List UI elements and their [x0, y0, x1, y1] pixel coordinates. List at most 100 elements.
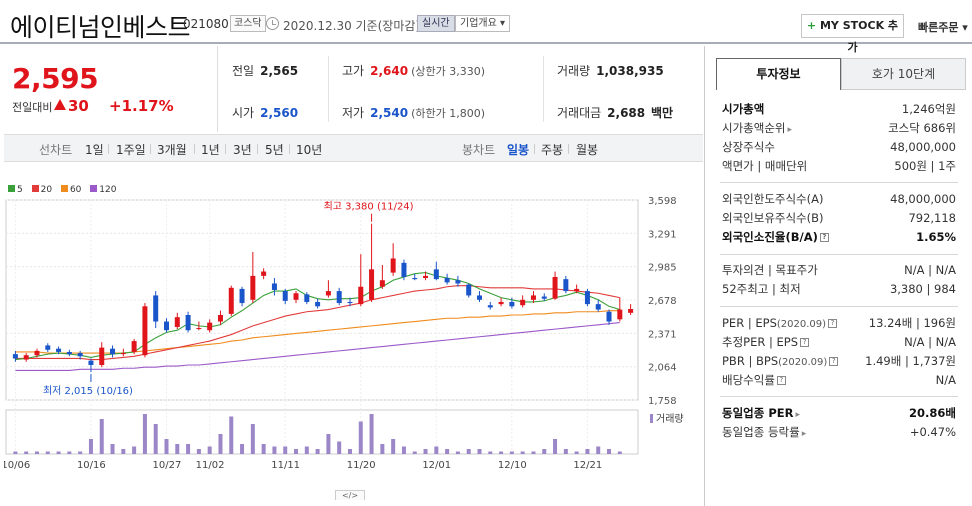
moving-average-ma5	[15, 272, 620, 361]
tab-orderbook[interactable]: 호가 10단계	[841, 58, 966, 90]
candle-body	[390, 258, 396, 273]
volume-bar	[509, 451, 514, 454]
candle-body	[239, 288, 245, 304]
candle-body	[325, 291, 331, 296]
volume-bar	[132, 446, 137, 454]
period-3m[interactable]: 3개월	[157, 143, 187, 157]
y-tick-label: 2,678	[648, 296, 677, 307]
volume-bar	[153, 424, 158, 454]
corp-overview-dropdown[interactable]: 기업개요 ▾	[455, 15, 510, 32]
candle-body	[34, 350, 40, 356]
period-10y[interactable]: 10년	[296, 143, 323, 157]
candle-chart-label[interactable]: 봉차트	[462, 143, 496, 157]
candle-body	[207, 322, 213, 331]
volume-bar	[347, 449, 352, 454]
row-pbr: PBR | BPS(2020.09)? 1.49배 | 1,737원	[722, 354, 956, 368]
line-chart-label[interactable]: 선차트	[39, 143, 73, 157]
price-change-rate: +1.17%	[109, 97, 174, 115]
candlestick-chart[interactable]: 3,598 3,291 2,985 2,678 2,371 2,064 1,758 10/06…	[4, 192, 704, 488]
help-icon[interactable]: ?	[819, 233, 829, 242]
chart-period-bar: 선차트 1일 1주일 3개월 1년 3년 5년 10년 봉차트 일봉 주봉 월봉	[4, 134, 703, 162]
candle-body	[261, 271, 267, 276]
volume-bar	[391, 439, 396, 454]
volume-bar	[499, 451, 504, 454]
period-3y[interactable]: 3년	[233, 143, 252, 157]
candle-monthly[interactable]: 월봉	[576, 143, 599, 157]
candle-body	[509, 301, 515, 307]
candle-body	[12, 354, 18, 359]
volume-bar	[294, 449, 299, 454]
help-icon[interactable]: ?	[829, 357, 839, 366]
candle-body	[369, 269, 375, 300]
help-icon[interactable]: ?	[828, 319, 838, 328]
period-1d[interactable]: 1일	[85, 143, 104, 157]
candle-body	[617, 309, 623, 320]
divider	[720, 396, 958, 397]
volume-bar	[229, 416, 234, 454]
period-1w[interactable]: 1주일	[116, 143, 146, 157]
volume-bar	[607, 449, 612, 454]
volume-bar	[45, 451, 50, 454]
candle-body	[412, 278, 418, 280]
volume-bar	[596, 446, 601, 454]
add-mystock-button[interactable]: + MY STOCK 추가	[801, 14, 904, 54]
volume-bar	[488, 451, 493, 454]
info-tabs: 투자정보 호가 10단계	[716, 58, 966, 90]
volume-bar	[358, 421, 363, 454]
chart-scroll-handle[interactable]: </>	[335, 490, 365, 500]
volume-bar	[110, 444, 115, 454]
stat-prev-close: 전일 2,565	[232, 64, 299, 78]
moving-average-ma60	[15, 310, 620, 354]
volume-bar	[24, 451, 29, 454]
volume-bar	[574, 451, 579, 454]
candle-weekly[interactable]: 주봉	[541, 143, 564, 157]
y-tick-label: 3,291	[648, 229, 677, 240]
x-tick-label: 10/06	[4, 460, 30, 471]
row-industry-per: 동일업종 PER ▸ 20.86배	[722, 406, 956, 420]
period-1y[interactable]: 1년	[201, 143, 220, 157]
candle-body	[250, 275, 256, 300]
divider	[720, 254, 958, 255]
candle-body	[574, 288, 580, 292]
tab-investment-info[interactable]: 투자정보	[716, 58, 841, 90]
volume-bar	[434, 446, 439, 454]
realtime-button[interactable]: 실시간	[417, 15, 455, 32]
help-icon[interactable]: ?	[776, 376, 786, 385]
current-price: 2,595	[12, 62, 99, 95]
candle-body	[466, 284, 472, 296]
x-tick-label: 11/11	[271, 460, 300, 471]
candle-body	[595, 304, 601, 310]
volume-bar	[186, 444, 191, 454]
volume-bar	[445, 449, 450, 454]
volume-bar	[207, 446, 212, 454]
x-tick-label: 12/21	[573, 460, 602, 471]
volume-bar	[466, 449, 471, 454]
volume-bar	[585, 449, 590, 454]
stat-volume: 거래량 1,038,935	[557, 64, 664, 78]
candle-body	[563, 279, 569, 292]
divider	[543, 56, 544, 122]
candle-body	[110, 348, 116, 355]
mystock-label: MY STOCK 추가	[819, 19, 899, 54]
row-cap-rank: 시가총액순위 ▸ 코스닥 686위	[722, 121, 956, 135]
candle-daily[interactable]: 일봉	[507, 143, 530, 157]
volume-bar	[553, 439, 558, 454]
candle-body	[45, 345, 51, 350]
candle-body	[477, 295, 482, 300]
row-industry-rate: 동일업종 등락률 ▸ +0.47%	[722, 425, 956, 439]
x-tick-label: 11/02	[196, 460, 225, 471]
quick-order-button[interactable]: 빠른주문 ▾	[918, 21, 968, 34]
volume-bar	[542, 449, 547, 454]
period-5y[interactable]: 5년	[265, 143, 284, 157]
x-tick-label: 12/10	[498, 460, 527, 471]
candle-body	[217, 315, 223, 322]
volume-bar	[218, 434, 223, 454]
volume-bar	[175, 444, 180, 454]
help-icon[interactable]: ?	[800, 338, 810, 347]
candle-body	[530, 295, 536, 300]
row-foreign-hold: 외국인보유주식수(B) 792,118	[722, 211, 956, 225]
candle-body	[66, 351, 72, 355]
y-tick-label: 2,371	[648, 329, 677, 340]
legend-ma5: 5	[8, 185, 23, 195]
clock-icon	[266, 17, 279, 30]
